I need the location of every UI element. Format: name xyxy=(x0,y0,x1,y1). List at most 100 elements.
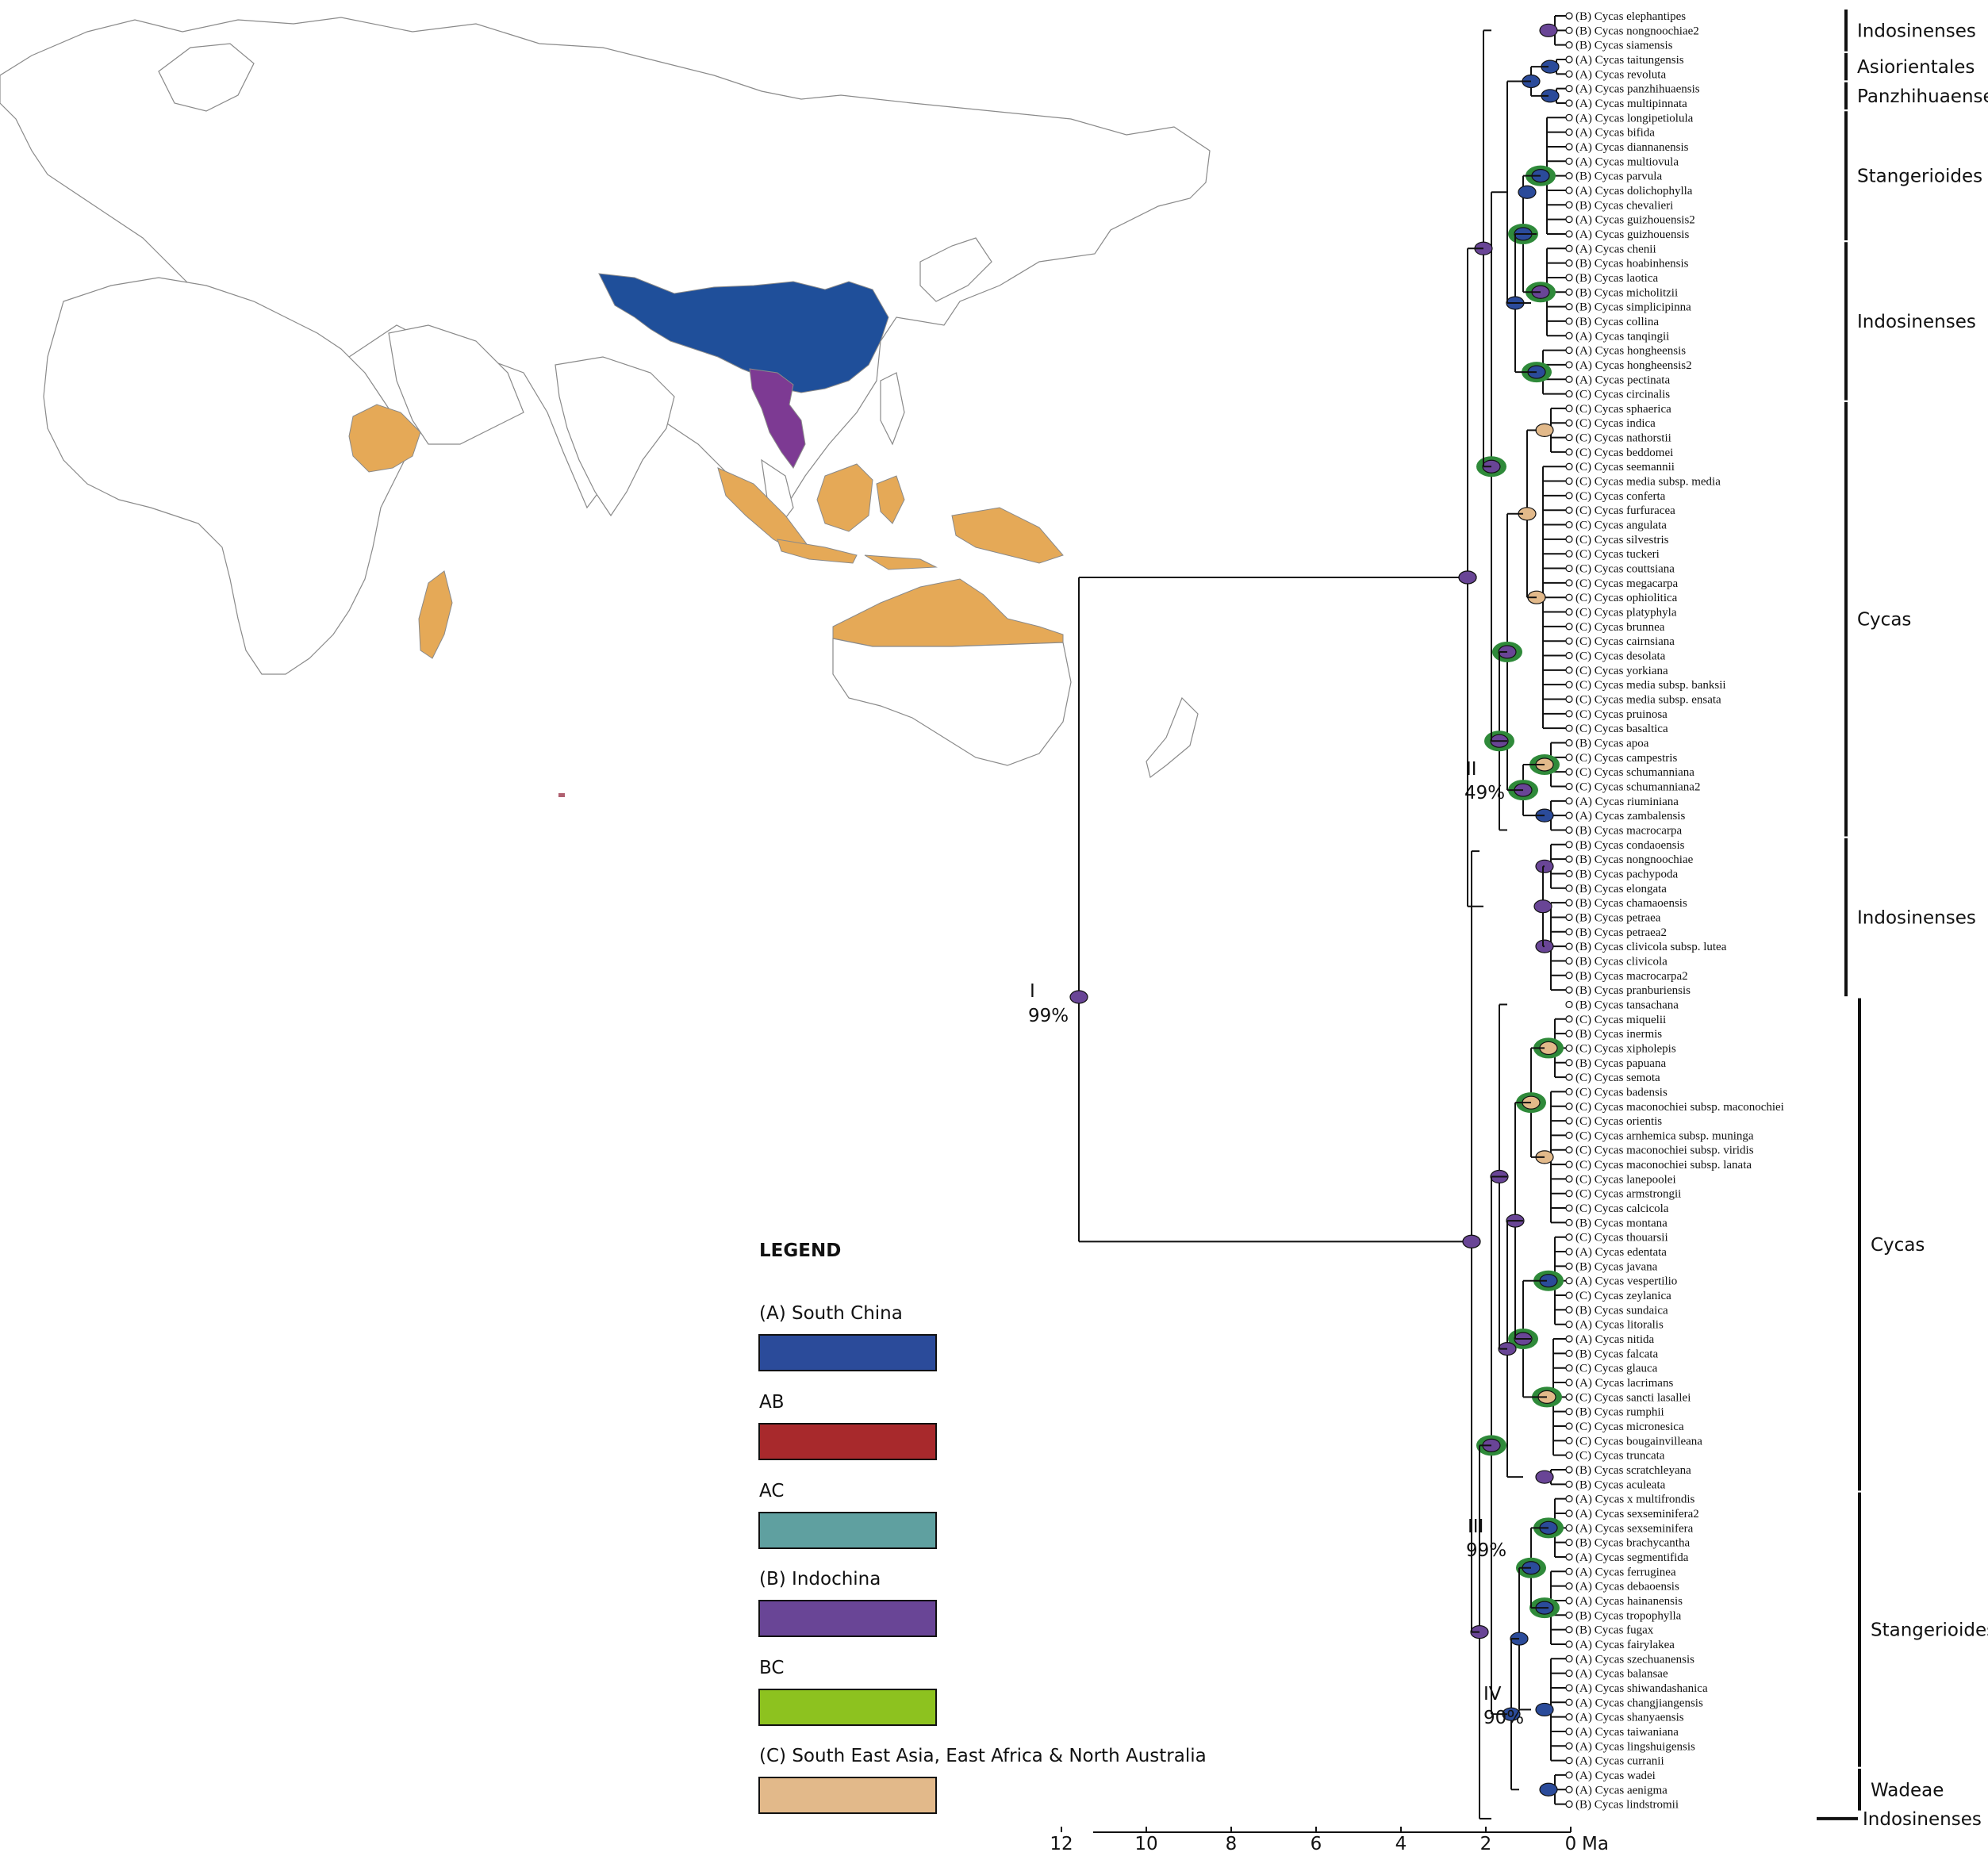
taxon-label: (B) Cycas elongata xyxy=(1575,883,1667,895)
taxon-label: (C) Cycas desolata xyxy=(1575,650,1666,663)
taxon-label: (C) Cycas seemannii xyxy=(1575,461,1675,474)
tip-dot xyxy=(1565,1757,1573,1765)
tip-dot xyxy=(1565,1408,1573,1416)
taxon-label: (B) Cycas nongnoochiae2 xyxy=(1575,25,1699,37)
node-marker xyxy=(1462,1234,1481,1248)
tip-dot xyxy=(1565,201,1573,209)
taxon-label: (A) Cycas sexseminifera2 xyxy=(1575,1508,1699,1520)
section-brackets: Indosinenses Asiorientales Panzhihuaenses S… xyxy=(1817,10,1988,1830)
section-label: Stangerioides xyxy=(1871,1620,1988,1641)
tip-dot xyxy=(1565,1306,1573,1313)
tip-dot xyxy=(1565,550,1573,558)
tip-dot xyxy=(1565,186,1573,194)
taxon-label: (A) Cycas hongheensis2 xyxy=(1575,359,1692,372)
tip-dot xyxy=(1565,535,1573,543)
legend: LEGEND (A) South China AB AC (B) Indochi… xyxy=(758,1241,1207,1814)
taxon-label: (A) Cycas tanqingii xyxy=(1575,330,1669,343)
taxon-label: (B) Cycas chamaoensis xyxy=(1575,897,1687,910)
taxon-label: (C) Cycas schumanniana xyxy=(1575,766,1694,779)
node-III-label: III xyxy=(1468,1517,1483,1537)
taxon-label: (B) Cycas aculeata xyxy=(1575,1478,1666,1491)
section-label: Asiorientales xyxy=(1857,57,1975,78)
taxon-label: (A) Cycas pectinata xyxy=(1575,374,1670,386)
tip-dot xyxy=(1565,1436,1573,1444)
taxon-label: (A) Cycas guizhouensis2 xyxy=(1575,214,1695,227)
taxon-label: (B) Cycas petraea2 xyxy=(1575,926,1667,939)
tip-dot xyxy=(1565,1509,1573,1517)
map-india xyxy=(555,356,675,517)
node-IV-support: 90% xyxy=(1483,1708,1524,1728)
time-axis-tick-label: 4 xyxy=(1395,1834,1407,1854)
taxon-label: (B) Cycas hoabinhensis xyxy=(1575,258,1689,270)
map-arabia xyxy=(388,324,524,445)
time-axis-tick-label: 12 xyxy=(1050,1834,1073,1854)
tip-dot xyxy=(1565,681,1573,688)
taxon-label: (C) Cycas circinalis xyxy=(1575,389,1670,401)
tip-dot xyxy=(1565,1728,1573,1735)
tip-dot xyxy=(1565,1218,1573,1226)
tip-dot xyxy=(1565,1466,1573,1474)
taxon-label: (C) Cycas megacarpa xyxy=(1575,577,1678,590)
taxon-label: (A) Cycas wadei xyxy=(1575,1770,1656,1782)
taxon-label: (A) Cycas taitungensis xyxy=(1575,54,1684,67)
taxon-label: (A) Cycas litoralis xyxy=(1575,1319,1664,1332)
tip-dot xyxy=(1565,1117,1573,1125)
taxon-label: (B) Cycas papuana xyxy=(1575,1057,1666,1070)
taxon-label: (C) Cycas couttsiana xyxy=(1575,563,1675,576)
node-II-label: II xyxy=(1466,759,1477,780)
tip-dot xyxy=(1565,942,1573,950)
taxon-label: (B) Cycas lindstromii xyxy=(1575,1799,1679,1812)
map-java xyxy=(777,539,858,564)
taxon-label: (A) Cycas hainanensis xyxy=(1575,1595,1683,1608)
time-axis-tick-label: 10 xyxy=(1134,1834,1157,1854)
tip-dot xyxy=(1565,1524,1573,1532)
tip-dot xyxy=(1565,1321,1573,1329)
tip-dot xyxy=(1565,375,1573,383)
taxon-label: (B) Cycas simplicipinna xyxy=(1575,301,1691,314)
taxon-label: (C) Cycas silvestris xyxy=(1575,534,1669,546)
tip-dot xyxy=(1565,99,1573,107)
taxon-label: (C) Cycas maconochiei subsp. viridis xyxy=(1575,1145,1754,1157)
section-label: Cycas xyxy=(1857,610,1911,631)
tip-dot xyxy=(1565,1262,1573,1270)
taxon-label: (C) Cycas media subsp. media xyxy=(1575,476,1721,489)
map-small-island xyxy=(558,793,565,797)
tip-dot xyxy=(1565,841,1573,849)
node-marker xyxy=(1535,423,1554,438)
tip-dot xyxy=(1565,157,1573,165)
legend-title: LEGEND xyxy=(759,1241,841,1261)
taxon-label: (C) Cycas bougainvilleana xyxy=(1575,1435,1702,1448)
taxon-label: (C) Cycas brunnea xyxy=(1575,621,1665,634)
taxon-label: (C) Cycas media subsp. banksii xyxy=(1575,679,1726,692)
taxon-label: (A) Cycas ferruginea xyxy=(1575,1566,1676,1578)
tip-dot xyxy=(1565,608,1573,616)
tip-dot xyxy=(1565,564,1573,573)
tip-dot xyxy=(1565,70,1573,78)
taxon-label: (C) Cycas indica xyxy=(1575,417,1656,430)
node-IV-label: IV xyxy=(1483,1684,1502,1705)
taxon-label: (C) Cycas maconochiei subsp. lanata xyxy=(1575,1159,1752,1172)
map-malay-peninsula xyxy=(761,458,794,525)
taxon-label: (C) Cycas yorkiana xyxy=(1575,665,1668,677)
map-lesser-sunda xyxy=(864,554,938,570)
tip-dot xyxy=(1565,1364,1573,1372)
taxon-label: (C) Cycas xipholepis xyxy=(1575,1042,1676,1055)
tip-dot xyxy=(1565,405,1573,412)
map-north-australia xyxy=(832,578,1064,647)
tip-dot xyxy=(1565,1640,1573,1648)
section-label: Indosinenses xyxy=(1857,21,1976,41)
taxon-label: (A) Cycas dolichophylla xyxy=(1575,185,1693,197)
tip-dot xyxy=(1565,1233,1573,1241)
taxon-label: (C) Cycas semota xyxy=(1575,1072,1660,1084)
tip-dot xyxy=(1565,113,1573,121)
taxon-label: (A) Cycas x multifrondis xyxy=(1575,1494,1695,1506)
tip-dot xyxy=(1565,85,1573,93)
tip-dot xyxy=(1565,623,1573,631)
tip-dot xyxy=(1565,928,1573,936)
taxon-label: (B) Cycas montana xyxy=(1575,1217,1668,1229)
tip-dot xyxy=(1565,477,1573,485)
tip-dot xyxy=(1565,768,1573,776)
map-africa xyxy=(43,277,413,675)
tip-dot xyxy=(1565,884,1573,892)
